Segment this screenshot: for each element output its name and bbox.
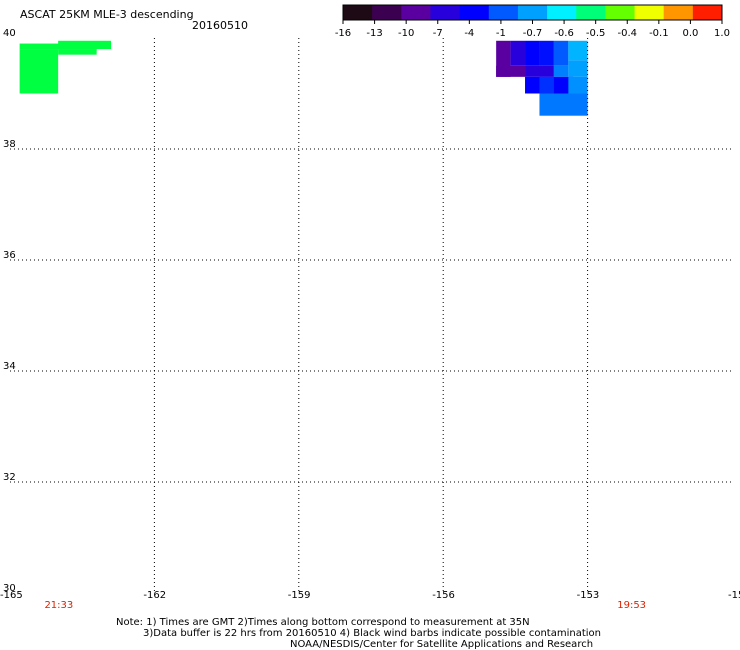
data-cell bbox=[58, 49, 97, 55]
data-cell bbox=[568, 60, 588, 77]
colorbar-segment bbox=[576, 5, 606, 20]
colorbar-segment bbox=[634, 5, 665, 20]
colorbar-segment bbox=[372, 5, 402, 20]
colorbar-segment bbox=[663, 5, 694, 20]
longitude-label: -162 bbox=[143, 590, 167, 601]
longitude-label: -150 bbox=[728, 590, 740, 601]
data-cell bbox=[553, 65, 569, 77]
pass-time-label: 21:33 bbox=[44, 600, 74, 611]
colorbar-tick-label: -0.1 bbox=[649, 28, 669, 39]
latitude-label: 30 bbox=[3, 583, 16, 594]
longitude-label: -159 bbox=[287, 590, 311, 601]
colorbar-tick-label: -7 bbox=[433, 28, 443, 39]
colorbar-tick-label: -10 bbox=[398, 28, 414, 39]
colorbar-segment bbox=[401, 5, 431, 20]
latitude-label: 36 bbox=[3, 250, 16, 261]
latitude-label: 40 bbox=[3, 28, 16, 39]
data-cell bbox=[568, 40, 588, 61]
colorbar-segment bbox=[605, 5, 636, 20]
latitude-label: 32 bbox=[3, 472, 16, 483]
longitude-label: -153 bbox=[576, 590, 600, 601]
product-title: ASCAT 25KM MLE-3 descending bbox=[20, 8, 194, 21]
colorbar-segment bbox=[547, 5, 577, 20]
footer-note-1: Note: 1) Times are GMT 2)Times along bot… bbox=[116, 617, 530, 628]
data-cell bbox=[568, 76, 588, 94]
colorbar-segment bbox=[488, 5, 519, 20]
colorbar-tick-label: 1.0 bbox=[714, 28, 730, 39]
colorbar-tick-label: -0.5 bbox=[586, 28, 606, 39]
data-cell bbox=[525, 65, 554, 77]
longitude-label: -165 bbox=[0, 590, 23, 601]
data-cell bbox=[553, 40, 569, 66]
product-date: 20160510 bbox=[192, 19, 248, 32]
latitude-label: 34 bbox=[3, 361, 16, 372]
pass-time-label: 19:53 bbox=[617, 600, 647, 611]
colorbar-segment bbox=[343, 5, 373, 20]
colorbar: -16 -13 -10 -7 -4 -1 -0.7 -0.6 -0.5 -0.4 -0.1 0.0 1.… bbox=[335, 4, 730, 39]
colorbar-tick-label: -4 bbox=[464, 28, 474, 39]
data-cell bbox=[539, 76, 554, 94]
data-cell bbox=[539, 40, 554, 66]
colorbar-segment bbox=[692, 5, 723, 20]
data-cell bbox=[496, 65, 526, 77]
colorbar-segment bbox=[430, 5, 461, 20]
colorbar-tick-label: -0.4 bbox=[617, 28, 637, 39]
colorbar-tick-label: -0.7 bbox=[523, 28, 543, 39]
data-cell bbox=[525, 40, 540, 66]
colorbar-tick-label: -16 bbox=[335, 28, 351, 39]
data-cell bbox=[510, 40, 526, 66]
colorbar-tick-label: 0.0 bbox=[682, 28, 698, 39]
longitude-label: -156 bbox=[432, 590, 455, 601]
data-cell bbox=[539, 93, 588, 116]
colorbar-tick-label: -1 bbox=[496, 28, 506, 39]
colorbar-segment bbox=[517, 5, 548, 20]
colorbar-tick-label: -0.6 bbox=[554, 28, 574, 39]
latitude-label: 38 bbox=[3, 139, 16, 150]
footer-credit: NOAA/NESDIS/Center for Satellite Applica… bbox=[290, 639, 594, 650]
footer-note-2: 3)Data buffer is 22 hrs from 20160510 4)… bbox=[143, 628, 601, 639]
data-cell bbox=[58, 40, 112, 50]
colorbar-tick-label: -13 bbox=[366, 28, 382, 39]
data-cell bbox=[19, 49, 59, 94]
colorbar-segment bbox=[459, 5, 490, 20]
